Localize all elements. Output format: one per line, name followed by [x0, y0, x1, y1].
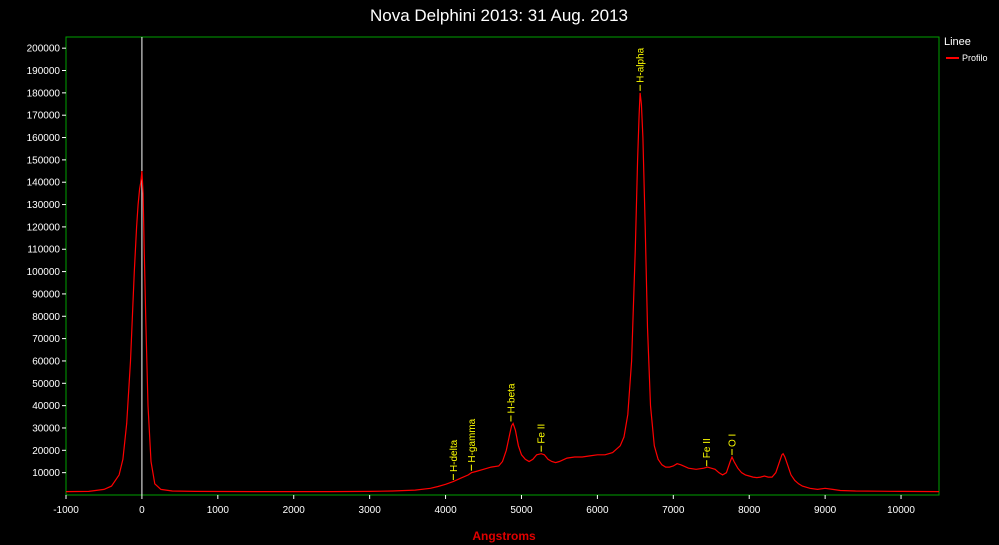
annotation-label: Fe II: [537, 424, 548, 444]
y-tick-label: 170000: [27, 111, 61, 122]
y-tick-label: 60000: [32, 356, 60, 367]
y-tick-label: 160000: [27, 133, 61, 144]
y-tick-label: 120000: [27, 222, 61, 233]
y-tick-label: 110000: [27, 245, 60, 256]
y-tick-label: 200000: [27, 44, 61, 55]
annotation-label: H-gamma: [467, 418, 478, 462]
x-tick-label: 4000: [434, 505, 457, 516]
annotation-label: H-beta: [506, 383, 517, 413]
y-tick-label: 150000: [27, 155, 61, 166]
annotation-label: H-alpha: [636, 47, 647, 82]
legend-title: Linee: [944, 36, 971, 48]
legend: Linee Profilo: [944, 36, 988, 63]
x-tick-label: 5000: [510, 505, 533, 516]
x-tick-label: 7000: [662, 505, 685, 516]
annotation-label: H-delta: [449, 439, 460, 472]
x-tick-label: 8000: [738, 505, 761, 516]
y-tick-label: 80000: [32, 312, 60, 323]
y-axis: 10000 20000 30000 40000 50000 60000 70000 80000…: [27, 44, 66, 479]
x-axis-label: Angstroms: [472, 529, 536, 543]
plot-frame: [65, 36, 940, 496]
y-tick-label: 130000: [27, 200, 61, 211]
y-tick-label: 180000: [27, 88, 61, 99]
x-axis: -1000 0 1000 2000 3000 4000 5000 6000 7000 8000 90…: [53, 495, 915, 516]
y-tick-label: 30000: [32, 423, 60, 434]
y-tick-label: 50000: [32, 379, 60, 390]
x-tick-label: -1000: [53, 505, 79, 516]
annotation-label: Fe II: [702, 438, 713, 458]
y-tick-label: 40000: [32, 401, 60, 412]
x-tick-label: 3000: [359, 505, 382, 516]
x-tick-label: 0: [139, 505, 145, 516]
annotation-label: O I: [727, 434, 738, 447]
x-tick-label: 1000: [207, 505, 230, 516]
y-tick-label: 190000: [27, 66, 61, 77]
x-tick-label: 6000: [586, 505, 609, 516]
series-line-profilo: [65, 92, 940, 493]
y-tick-label: 70000: [32, 334, 60, 345]
x-tick-label: 9000: [814, 505, 837, 516]
line-annotations: H-delta H-gamma H-beta Fe II H-alpha Fe II O I: [449, 47, 738, 481]
y-tick-label: 90000: [32, 289, 60, 300]
y-tick-label: 20000: [32, 446, 60, 457]
x-tick-label: 2000: [283, 505, 306, 516]
y-tick-label: 10000: [32, 468, 60, 479]
y-tick-label: 140000: [27, 178, 61, 189]
legend-entry-profilo: Profilo: [962, 53, 988, 63]
x-tick-label: 10000: [887, 505, 915, 516]
y-tick-label: 100000: [27, 267, 61, 278]
chart-title: Nova Delphini 2013: 31 Aug. 2013: [370, 6, 628, 25]
